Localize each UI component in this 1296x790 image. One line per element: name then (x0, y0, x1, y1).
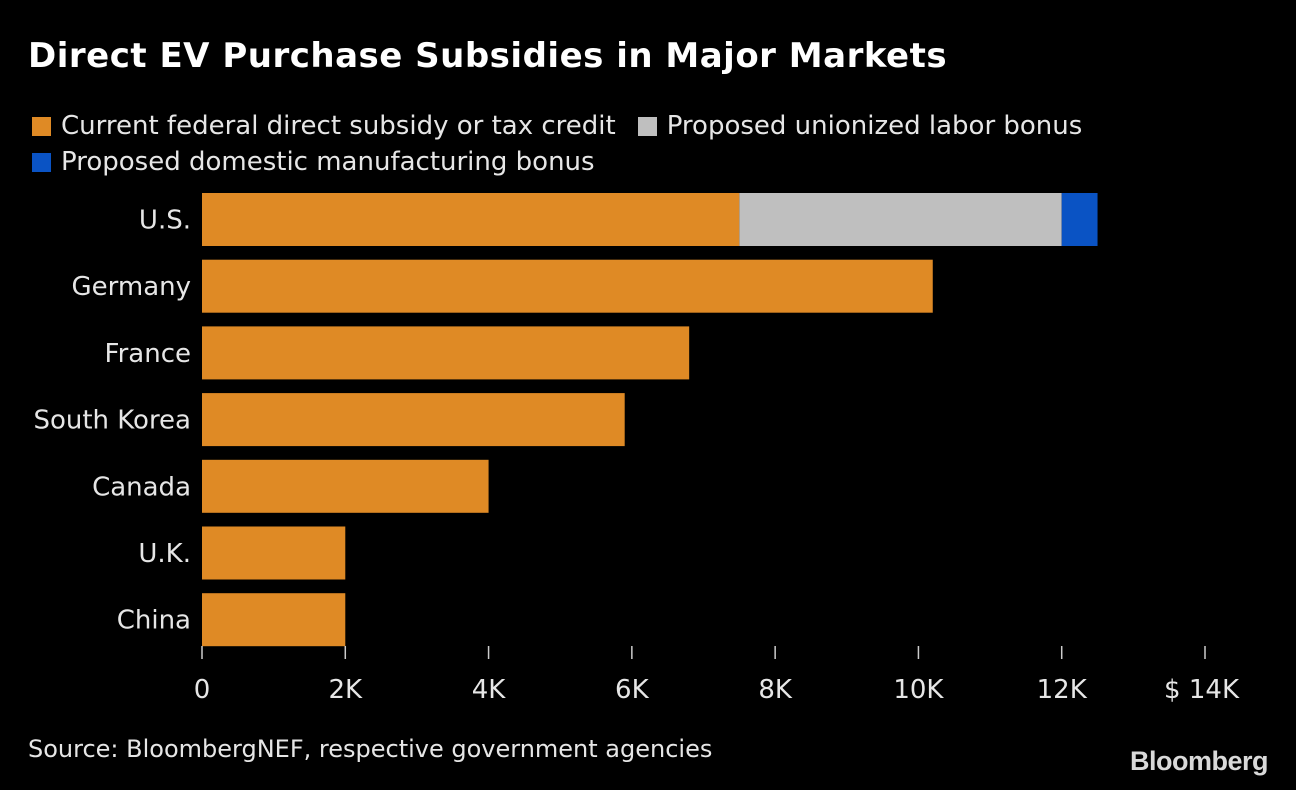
x-tick-label: 6K (615, 675, 650, 705)
legend-row-2: Proposed domestic manufacturing bonus (32, 144, 1232, 180)
bar-u-k-series-1 (202, 526, 346, 580)
legend-label-current-subsidy: Current federal direct subsidy or tax cr… (61, 111, 616, 141)
x-tick-label: 10K (893, 675, 944, 705)
bar-china-series-1 (202, 593, 346, 647)
legend-item-domestic-bonus: Proposed domestic manufacturing bonus (32, 147, 595, 177)
legend-label-union-bonus: Proposed unionized labor bonus (666, 111, 1083, 141)
bar-france-series-1 (202, 326, 690, 380)
category-label-u-k: U.K. (138, 539, 191, 569)
legend-item-current-subsidy: Current federal direct subsidy or tax cr… (32, 111, 616, 141)
category-label-south-korea: South Korea (33, 406, 191, 436)
category-label-germany: Germany (71, 272, 191, 302)
x-tick-label: 2K (328, 675, 363, 705)
bar-u-s-series-2 (739, 193, 1062, 246)
bar-south-korea-series-1 (202, 393, 625, 447)
chart-title: Direct EV Purchase Subsidies in Major Ma… (28, 36, 948, 76)
bloomberg-logo: Bloomberg (1129, 746, 1269, 776)
x-tick-label: $ 14K (1164, 675, 1240, 705)
bar-germany-series-1 (202, 259, 933, 313)
x-tick-label: 4K (472, 675, 507, 705)
category-label-france: France (105, 339, 191, 369)
legend-row-1: Current federal direct subsidy or tax cr… (32, 108, 1232, 144)
bar-u-s-series-1 (202, 193, 740, 246)
legend-item-union-bonus: Proposed unionized labor bonus (637, 111, 1083, 141)
source-note: Source: BloombergNEF, respective governm… (28, 735, 713, 763)
legend-swatch-domestic-bonus (32, 152, 51, 172)
category-label-china: China (117, 606, 191, 636)
category-label-canada: Canada (92, 472, 191, 502)
legend-swatch-current-subsidy (32, 116, 51, 136)
bar-canada-series-1 (202, 459, 489, 513)
category-label-u-s: U.S. (139, 206, 191, 236)
legend-swatch-union-bonus (637, 116, 657, 136)
legend-label-domestic-bonus: Proposed domestic manufacturing bonus (61, 147, 595, 177)
x-tick-label: 0 (194, 675, 211, 705)
bar-u-s-series-3 (1061, 193, 1098, 246)
chart-legend: Current federal direct subsidy or tax cr… (32, 108, 1232, 180)
x-tick-label: 12K (1037, 675, 1088, 705)
x-tick-label: 8K (758, 675, 793, 705)
